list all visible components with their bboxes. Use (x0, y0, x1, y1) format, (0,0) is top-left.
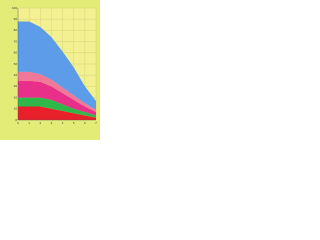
x-tick-label: 2 (39, 121, 41, 125)
x-tick-label: 4 (62, 121, 64, 125)
x-tick-label: 5 (73, 121, 75, 125)
y-tick-label: 80 (14, 28, 18, 32)
y-tick-label: 100 (12, 6, 17, 10)
y-tick-label: 70 (14, 39, 18, 43)
area (18, 71, 96, 113)
page: {"chart_data": {"type": "stacked-area", … (0, 0, 100, 140)
area (18, 80, 96, 116)
area (18, 97, 96, 118)
x-tick-label: 3 (51, 121, 53, 125)
y-tick-label: 10 (14, 107, 18, 111)
x-tick-label: 1 (28, 121, 30, 125)
x-tick-label: 7 (95, 121, 97, 125)
area (18, 106, 96, 120)
area (18, 21, 96, 110)
y-tick-label: 90 (14, 17, 18, 21)
x-tick-label: 0 (17, 121, 19, 125)
y-tick-label: 40 (14, 73, 18, 77)
y-tick-label: 0 (15, 118, 17, 122)
y-tick-label: 50 (14, 62, 18, 66)
y-tick-label: 60 (14, 51, 18, 55)
y-tick-label: 30 (14, 84, 18, 88)
y-tick-label: 20 (14, 95, 18, 99)
x-tick-label: 6 (84, 121, 86, 125)
